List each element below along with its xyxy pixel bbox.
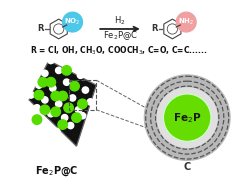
Circle shape (64, 103, 73, 112)
Text: NO$_2$: NO$_2$ (64, 17, 81, 27)
Circle shape (79, 112, 86, 119)
Circle shape (34, 105, 40, 111)
Circle shape (69, 95, 76, 101)
Circle shape (46, 77, 55, 87)
Circle shape (62, 66, 71, 75)
Text: R: R (151, 25, 158, 33)
Text: C: C (184, 162, 191, 172)
Circle shape (78, 99, 87, 109)
Circle shape (40, 124, 46, 131)
Circle shape (48, 57, 54, 64)
Circle shape (38, 77, 48, 87)
Circle shape (157, 87, 218, 148)
Circle shape (32, 115, 42, 124)
Bar (69, 80, 96, 110)
Circle shape (42, 97, 48, 103)
Circle shape (64, 79, 70, 85)
Text: R: R (38, 25, 44, 33)
Circle shape (55, 67, 62, 74)
Circle shape (36, 82, 42, 88)
Circle shape (50, 85, 56, 91)
Circle shape (82, 87, 89, 93)
Polygon shape (29, 60, 96, 146)
Circle shape (58, 120, 67, 129)
Circle shape (42, 70, 48, 77)
Text: Fe$_2$P: Fe$_2$P (173, 111, 201, 125)
Text: NH$_2$: NH$_2$ (178, 17, 194, 27)
Text: H$_2$: H$_2$ (114, 15, 126, 27)
Circle shape (26, 116, 32, 123)
Circle shape (75, 107, 82, 113)
Circle shape (61, 115, 68, 121)
Text: Fe$_2$P@C: Fe$_2$P@C (103, 29, 137, 42)
Circle shape (28, 92, 34, 98)
Circle shape (48, 111, 54, 117)
Circle shape (55, 101, 62, 107)
Circle shape (72, 113, 81, 122)
Circle shape (70, 81, 79, 91)
Circle shape (63, 12, 82, 32)
Circle shape (54, 128, 60, 135)
Circle shape (51, 107, 60, 116)
Circle shape (163, 94, 211, 141)
Circle shape (51, 91, 60, 101)
Text: R = Cl, OH, CH$_3$O, COOCH$_3$, C=O, C=C......: R = Cl, OH, CH$_3$O, COOCH$_3$, C=O, C=C… (30, 44, 208, 57)
Circle shape (61, 53, 68, 60)
Circle shape (144, 74, 231, 161)
Circle shape (69, 62, 76, 69)
Circle shape (58, 91, 67, 101)
Circle shape (87, 99, 93, 105)
Circle shape (33, 109, 39, 115)
Circle shape (34, 90, 44, 100)
Circle shape (40, 105, 50, 115)
Circle shape (77, 72, 84, 78)
Circle shape (176, 12, 196, 32)
Circle shape (67, 122, 74, 129)
Text: Fe$_2$P@C: Fe$_2$P@C (35, 164, 78, 178)
